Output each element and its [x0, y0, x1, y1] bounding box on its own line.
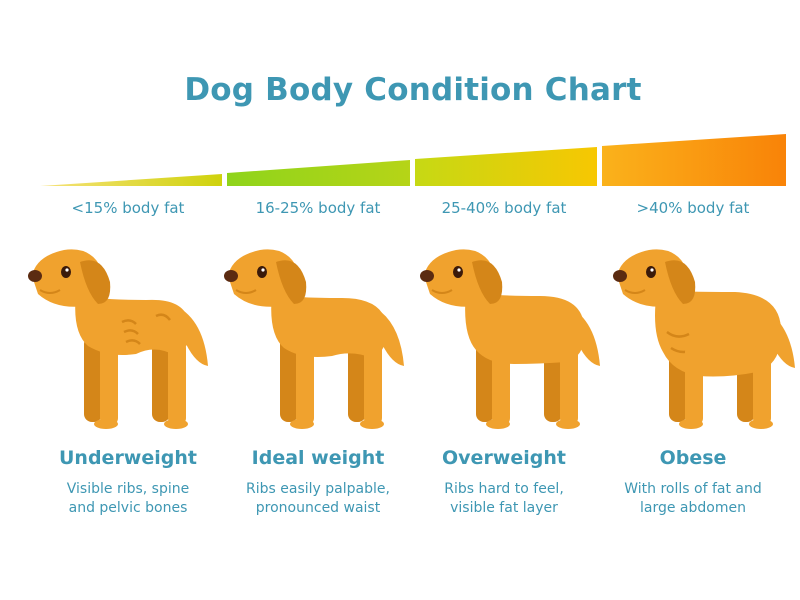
- overweight-dog-icon: [418, 236, 628, 436]
- ideal-weight-dog-icon: [222, 236, 432, 436]
- scale-segment-4: [602, 134, 786, 186]
- condition-name: Overweight: [442, 447, 566, 469]
- condition-description: Ribs hard to feel, visible fat layer: [404, 480, 604, 518]
- condition-description-line: and pelvic bones: [68, 500, 188, 516]
- scale-segment-3: [415, 147, 597, 186]
- body-fat-label: 16-25% body fat: [255, 199, 381, 217]
- condition-description-line: Ribs easily palpable,: [246, 481, 390, 497]
- condition-description: With rolls of fat and large abdomen: [593, 480, 793, 518]
- condition-name: Underweight: [59, 447, 197, 469]
- condition-description-line: pronounced waist: [255, 500, 381, 516]
- condition-description: Ribs easily palpable, pronounced waist: [218, 480, 418, 518]
- body-fat-label: 25-40% body fat: [441, 199, 567, 217]
- condition-description: Visible ribs, spine and pelvic bones: [28, 480, 228, 518]
- condition-description-line: large abdomen: [640, 500, 746, 516]
- condition-name: Ideal weight: [251, 447, 385, 469]
- chart-title: Dog Body Condition Chart: [184, 72, 642, 108]
- condition-column-underweight: <15% body fat Underweight Visible ribs, …: [28, 0, 228, 600]
- condition-column-overweight: 25-40% body fat Overweight Ribs hard to …: [404, 0, 604, 600]
- condition-description-line: Ribs hard to feel,: [444, 481, 564, 497]
- body-fat-scale-bar: [40, 134, 786, 186]
- condition-description-line: visible fat layer: [450, 500, 558, 516]
- body-fat-label: <15% body fat: [71, 199, 185, 217]
- condition-description-line: Visible ribs, spine: [66, 481, 190, 497]
- obese-dog-icon: [611, 236, 800, 436]
- condition-column-ideal: 16-25% body fat Ideal weight Ribs easily…: [218, 0, 418, 600]
- condition-name: Obese: [659, 447, 727, 469]
- condition-description-line: With rolls of fat and: [624, 481, 762, 497]
- condition-column-obese: >40% body fat Obese With rolls of fat an…: [593, 0, 795, 600]
- body-fat-label: >40% body fat: [636, 199, 750, 217]
- scale-segment-1: [40, 174, 222, 186]
- underweight-dog-icon: [26, 236, 236, 436]
- scale-segment-2: [227, 160, 410, 186]
